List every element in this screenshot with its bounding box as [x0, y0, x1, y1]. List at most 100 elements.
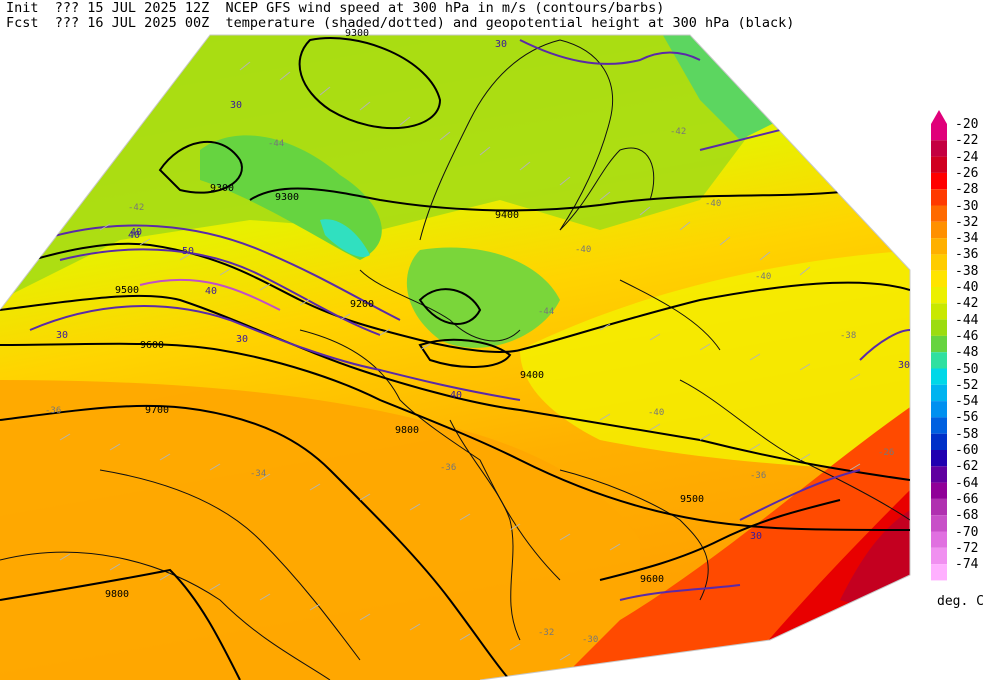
colorbar-swatch	[931, 335, 947, 353]
colorbar-swatch	[931, 450, 947, 467]
temp-label: -36	[440, 463, 456, 473]
height-label: 9600	[140, 340, 164, 351]
colorbar-swatch	[931, 156, 947, 173]
init-prefix: Init	[6, 0, 39, 16]
colorbar-swatch	[931, 254, 947, 271]
title-line-2: temperature (shaded/dotted) and geopoten…	[225, 15, 795, 31]
temp-label: -30	[582, 635, 598, 645]
colorbar-swatch	[931, 433, 947, 450]
colorbar-swatch	[931, 124, 947, 141]
colorbar-tick-label: -62	[955, 459, 979, 475]
init-line: Init ??? 15 JUL 2025 12Z NCEP GFS wind s…	[6, 1, 664, 16]
colorbar-tick-label: -36	[955, 247, 979, 263]
fcst-line: Fcst ??? 16 JUL 2025 00Z temperature (sh…	[6, 16, 794, 31]
wind-contours	[29, 39, 910, 601]
colorbar-tick-label: -74	[955, 557, 979, 573]
colorbar-swatch	[931, 515, 947, 532]
wind-labels: 30 40 50 30 40 30 40 30 30 40 30	[56, 39, 910, 542]
height-label: 9600	[640, 574, 664, 585]
height-label: 9200	[350, 299, 374, 310]
colorbar-swatch	[931, 401, 947, 418]
wind-barbs	[59, 61, 861, 661]
colorbar-swatch	[931, 303, 947, 320]
wind-label: 30	[56, 330, 68, 341]
height-label: 9800	[105, 589, 129, 600]
temp-label: -32	[538, 628, 554, 638]
fcst-prefix: Fcst	[6, 15, 39, 31]
colorbar-arrow	[931, 110, 947, 124]
colorbar-tick-label: -38	[955, 263, 979, 279]
colorbar-swatch	[931, 564, 947, 581]
colorbar-swatch	[931, 498, 947, 516]
temp-label: -40	[575, 245, 591, 255]
colorbar-tick-label: -72	[955, 540, 979, 556]
wind-label: 40	[450, 390, 462, 401]
colorbar-tick-label: -54	[955, 394, 979, 410]
colorbar-tick-label: -48	[955, 345, 979, 361]
height-label: 9300	[210, 183, 234, 194]
temp-label: -38	[840, 331, 856, 341]
colorbar-tick-label: -68	[955, 508, 979, 524]
init-run: ??? 15 JUL 2025 12Z	[54, 0, 210, 16]
temp-label: -40	[648, 408, 664, 418]
height-label: 9300	[345, 28, 369, 39]
height-label: 9800	[395, 425, 419, 436]
colorbar-tick-label: -42	[955, 296, 979, 312]
colorbar-unit: deg. C	[937, 594, 984, 609]
colorbar-swatch	[931, 417, 947, 434]
height-label: 9700	[145, 405, 169, 416]
height-label: 9300	[275, 192, 299, 203]
temp-label: -42	[128, 203, 144, 213]
height-label: 9500	[115, 285, 139, 296]
colorbar	[931, 110, 947, 581]
temp-label: -36	[750, 471, 766, 481]
colorbar-tick-label: -46	[955, 328, 979, 344]
wind-label: 30	[236, 334, 248, 345]
colorbar-swatch	[931, 172, 947, 190]
colorbar-tick-label: -28	[955, 182, 979, 198]
colorbar-tick-label: -60	[955, 443, 979, 458]
colorbar-tick-label: -58	[955, 426, 979, 442]
colorbar-tick-label: -26	[955, 165, 979, 181]
wind-label: 30	[750, 531, 762, 542]
temp-label: -26	[878, 448, 894, 458]
title-line-1: NCEP GFS wind speed at 300 hPa in m/s (c…	[225, 0, 665, 16]
wind-label: 40	[130, 227, 142, 238]
colorbar-swatch	[931, 368, 947, 385]
colorbar-tick-label: -40	[955, 280, 979, 295]
colorbar-swatch	[931, 319, 947, 336]
height-label: 9400	[495, 210, 519, 221]
wind-label: 40	[128, 230, 140, 241]
colorbar-tick-label: -66	[955, 491, 979, 507]
colorbar-swatch	[931, 140, 947, 157]
temp-label: -40	[755, 272, 771, 282]
colorbar-swatch	[931, 547, 947, 565]
wind-label: 30	[495, 39, 507, 50]
colorbar-tick-label: -22	[955, 133, 979, 149]
colorbar-tick-label: -70	[955, 524, 979, 540]
temp-label: -34	[250, 469, 266, 479]
height-label: 9400	[520, 370, 544, 381]
coastlines	[0, 39, 910, 680]
colorbar-tick-label: -20	[955, 117, 979, 132]
colorbar-tick-label: -30	[955, 198, 979, 214]
colorbar-swatch	[931, 384, 947, 402]
colorbar-swatch	[931, 287, 947, 304]
height-label: 9500	[680, 494, 704, 505]
colorbar-tick-label: -64	[955, 475, 979, 491]
height-labels: 9300 9300 9400 9500 9600 9700 9800 9200 …	[105, 28, 704, 600]
colorbar-tick-label: -24	[955, 149, 979, 165]
colorbar-tick-label: -34	[955, 231, 979, 247]
colorbar-swatch	[931, 205, 947, 222]
geopotential-contours	[0, 37, 910, 680]
temp-label: -44	[268, 139, 284, 149]
temp-label: -36	[45, 406, 61, 416]
wind-label: 30	[230, 100, 242, 111]
fcst-run: ??? 16 JUL 2025 00Z	[54, 15, 210, 31]
colorbar-tick-label: -32	[955, 214, 979, 230]
temp-label: -42	[670, 127, 686, 137]
colorbar-swatch	[931, 221, 947, 239]
temp-label: -44	[538, 307, 554, 317]
colorbar-swatch	[931, 466, 947, 483]
